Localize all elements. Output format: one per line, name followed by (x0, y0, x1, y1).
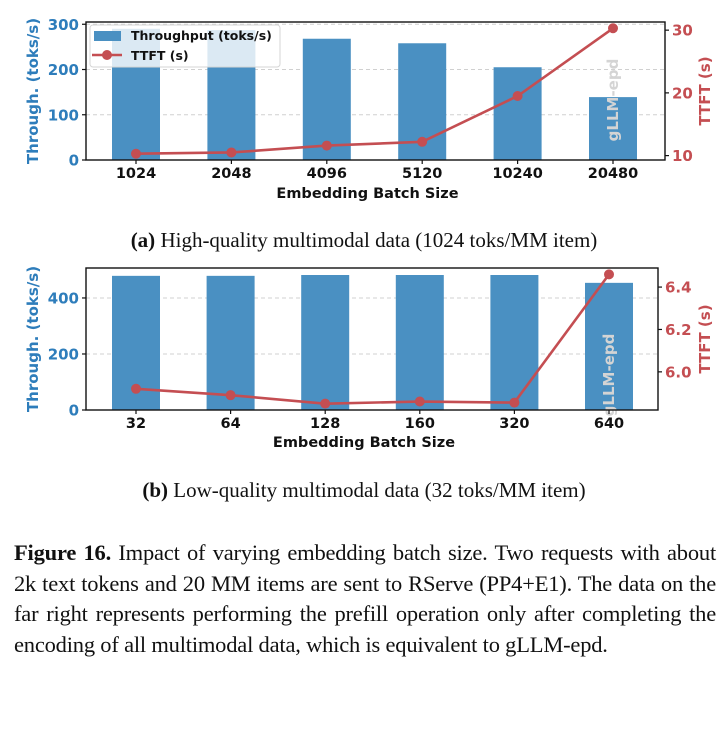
legend-label-throughput: Throughput (toks/s) (131, 28, 272, 43)
ttft-line (135, 273, 611, 405)
left-tick-label: 300 (48, 16, 79, 34)
bar-annotation-gllm-epd: gLLM-epd (600, 334, 618, 417)
legend-marker (102, 50, 112, 60)
ttft-point-2048 (226, 147, 237, 158)
left-tick-label: 100 (48, 106, 79, 124)
figure-caption-label: Figure 16. (14, 540, 112, 565)
legend: Throughput (toks/s) TTFT (s) (89, 24, 281, 68)
x-axis-label: Embedding Batch Size (276, 186, 458, 202)
bar-annotation-gllm-epd: gLLM-epd (604, 59, 622, 142)
subcaption-b: (b) Low-quality multimodal data (32 toks… (0, 478, 728, 503)
plot-frame (85, 267, 659, 411)
right-tick-label: 6.4 (665, 279, 692, 297)
bar-throughput-64 (206, 275, 255, 410)
bar-throughput-10240 (493, 67, 542, 160)
left-tick-label: 200 (48, 345, 79, 363)
bar-throughput-20480 (589, 97, 637, 160)
chart-b: gLLM-epd 0 200 400 6.0 6.2 6.4 32 64 128 160 320 640… (24, 266, 714, 451)
left-tick-label: 200 (48, 61, 79, 79)
x-tick-label: 128 (310, 416, 340, 432)
legend-box (89, 24, 281, 68)
ttft-line (135, 27, 614, 156)
bar-throughput-320 (490, 275, 539, 410)
left-tick-label: 400 (48, 289, 79, 307)
bar-throughput-640 (585, 282, 633, 410)
x-tick-label: 32 (126, 416, 146, 432)
plot-frame (85, 21, 666, 161)
right-axis-label: TTFT (s) (696, 56, 714, 125)
ttft-point-128 (320, 398, 331, 409)
ttft-point-10240 (512, 91, 523, 102)
ttft-point-160 (414, 396, 425, 407)
subcaption-b-label: (b) (142, 478, 169, 502)
subcaption-a-text: High-quality multimodal data (1024 toks/… (160, 228, 598, 252)
ttft-point-64 (225, 390, 236, 401)
x-tick-label: 5120 (402, 166, 442, 182)
x-tick-label: 640 (594, 416, 624, 432)
figure-canvas: gLLM-epd 0 100 200 300 10 20 30 1024 2048 4096 5120… (24, 16, 714, 451)
ttft-point-32 (131, 383, 141, 394)
ttft-point-20480 (608, 23, 618, 34)
bar-throughput-160 (395, 275, 444, 410)
x-tick-label: 1024 (116, 166, 156, 182)
ttft-point-4096 (321, 140, 332, 151)
x-tick-label: 320 (499, 416, 529, 432)
legend-label-ttft: TTFT (s) (131, 48, 189, 63)
subcaption-b-text: Low-quality multimodal data (32 toks/MM … (173, 478, 586, 502)
ttft-point-1024 (131, 148, 141, 159)
right-axis-label: TTFT (s) (696, 304, 714, 373)
figure-caption-text: Impact of varying embedding batch size. … (14, 540, 716, 657)
figure-caption: Figure 16. Impact of varying embedding b… (14, 538, 716, 660)
x-tick-label: 4096 (307, 166, 347, 182)
left-tick-label: 0 (69, 152, 79, 170)
right-tick-label: 6.2 (665, 321, 692, 339)
x-tick-label: 10240 (492, 166, 542, 182)
subcaption-a: (a) High-quality multimodal data (1024 t… (0, 228, 728, 253)
chart-a: gLLM-epd 0 100 200 300 10 20 30 1024 2048 4096 5120… (24, 16, 714, 202)
bar-throughput-4096 (302, 38, 351, 160)
legend-bar-swatch (94, 31, 121, 41)
right-tick-label: 10 (672, 147, 693, 165)
bar-throughput-128 (301, 275, 350, 410)
right-tick-label: 6.0 (665, 363, 692, 381)
x-tick-label: 20480 (588, 166, 638, 182)
right-tick-label: 30 (672, 22, 693, 40)
ttft-point-5120 (417, 136, 428, 147)
left-tick-label: 0 (69, 402, 79, 420)
right-tick-label: 20 (672, 84, 693, 102)
x-axis-label: Embedding Batch Size (273, 435, 455, 451)
left-axis-label: Through. (toks/s) (24, 18, 42, 164)
subcaption-a-label: (a) (130, 228, 156, 252)
x-tick-label: 2048 (211, 166, 251, 182)
x-tick-label: 160 (405, 416, 435, 432)
x-tick-label: 64 (221, 416, 241, 432)
left-axis-label: Through. (toks/s) (24, 266, 42, 412)
ttft-point-320 (509, 397, 520, 408)
ttft-point-640 (604, 269, 614, 280)
